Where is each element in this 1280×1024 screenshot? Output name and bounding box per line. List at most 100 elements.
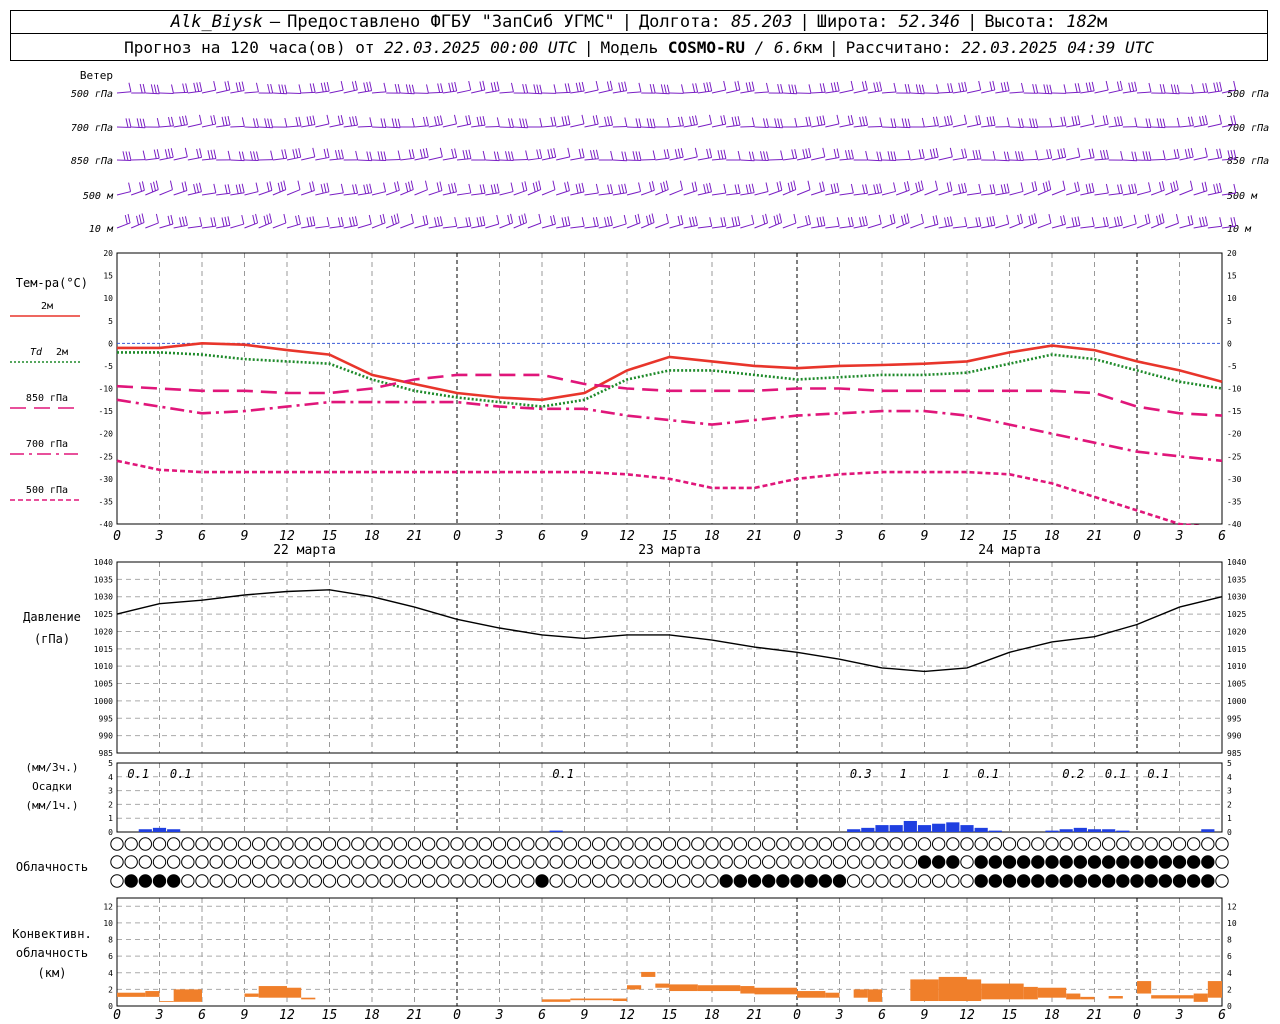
wind-barb-feather: [355, 150, 359, 161]
wind-barb-shaft: [357, 192, 372, 196]
wind-barb-feather: [1190, 147, 1194, 158]
wind-barb-feather: [1173, 149, 1177, 159]
wind-barb-shaft: [556, 156, 570, 161]
pressure-ytick-left: 1000: [94, 697, 113, 706]
wind-barb-feather: [1020, 213, 1024, 223]
cloud-symbol-row1: [336, 855, 351, 869]
precip-3h-label: 0.1: [127, 767, 149, 781]
wind-barb-feather: [780, 84, 784, 94]
precip-bar-2: [167, 829, 181, 832]
wind-barb-feather: [1159, 84, 1163, 94]
wind-barb-shaft: [811, 156, 825, 161]
wind-barb-feather: [536, 149, 540, 159]
cloud-symbol-row2: [747, 874, 762, 888]
temp-ytick-left: 20: [103, 249, 113, 258]
wind-barb-feather: [609, 80, 613, 91]
wind-barb-shaft: [612, 223, 627, 229]
calc-time: 22.03.2025 04:39 UTC: [961, 37, 1154, 57]
cloud-symbol-row2: [266, 874, 280, 888]
cloud-symbol-row2: [251, 874, 266, 888]
wind-barb-feather: [652, 118, 656, 128]
wind-barb-shaft: [811, 91, 826, 94]
wind-barb-shaft: [201, 192, 216, 196]
wind-barb-feather: [407, 181, 411, 191]
cloud-symbol-row0: [875, 837, 889, 851]
wind-barb-feather: [235, 82, 239, 92]
wind-barb-feather: [992, 150, 996, 161]
cloud-symbol-row1: [506, 855, 521, 869]
cloud-symbol-row1: [266, 855, 280, 869]
cloud-symbol-row0: [535, 837, 549, 851]
wind-barb-feather: [731, 217, 735, 227]
wind-barb-shaft: [1080, 90, 1095, 94]
wind-barb-feather: [227, 80, 231, 90]
cloud-symbol-row2: [1045, 874, 1059, 888]
wind-barb-feather: [934, 180, 938, 190]
cloud-symbol-row2: [804, 874, 818, 888]
wind-barb-feather: [1060, 148, 1064, 158]
cloud-symbol-row1: [903, 855, 918, 869]
wind-barb-feather: [354, 80, 358, 90]
wind-barb-feather: [861, 81, 865, 91]
cloud-symbol-row0: [464, 837, 478, 851]
wind-barb-feather: [377, 151, 381, 161]
wind-barb-shaft: [853, 192, 868, 196]
wind-level-label-right: 10 м: [1227, 224, 1252, 235]
cloud-symbol-row2: [1186, 874, 1201, 888]
wind-barb-shaft: [825, 90, 840, 94]
temp-xtick: 3: [155, 529, 164, 544]
wind-barb-shaft: [471, 124, 486, 128]
pressure-ytick-left: 1005: [94, 680, 113, 689]
wind-barb-feather: [224, 216, 228, 227]
wind-barb-feather: [380, 118, 384, 128]
wind-barb-shaft: [1108, 192, 1123, 196]
wind-barb-shaft: [740, 90, 755, 94]
wind-barb-feather: [748, 184, 752, 194]
wind-barb-feather: [170, 214, 174, 225]
wind-barb-shaft: [825, 123, 840, 128]
cloud-symbol-row2: [620, 874, 634, 888]
temp-legend-label: 700 гПа: [26, 439, 68, 450]
cloud-symbol-row0: [436, 837, 450, 851]
precip-ytick-left: 0: [108, 828, 113, 837]
wind-level-label-left: 10 м: [89, 224, 114, 235]
wind-barb-feather: [665, 180, 669, 190]
wind-barb-feather: [1020, 182, 1024, 192]
wind-barb-feather: [1015, 151, 1018, 161]
precip-ytick-right: 5: [1227, 759, 1232, 768]
wind-barb-feather: [1102, 115, 1106, 125]
cloud-symbol-row1: [846, 855, 861, 869]
wind-barb-feather: [283, 213, 287, 224]
cloud-symbol-row1: [195, 855, 209, 869]
wind-barb-feather: [610, 184, 614, 194]
wind-barb-feather: [791, 149, 795, 159]
wind-barb-feather: [638, 182, 642, 192]
precip-bar-13: [974, 827, 988, 832]
wind-barb-feather: [156, 117, 160, 128]
wind-barb-feather: [745, 184, 749, 194]
wind-barb-feather: [383, 118, 387, 128]
cloud-symbol-row1: [832, 855, 847, 869]
pressure-ytick-right: 985: [1227, 749, 1242, 758]
wind-barb-feather: [405, 84, 409, 94]
wind-barb-feather: [309, 182, 313, 192]
temp-legend-label: 2м: [41, 301, 53, 312]
convective-xtick: 12: [959, 1008, 975, 1023]
model-name: COSMO-RU: [667, 37, 745, 57]
wind-barb-feather: [340, 114, 344, 125]
wind-barb-feather: [167, 116, 171, 127]
wind-barb-feather: [822, 216, 826, 226]
wind-barb-feather: [662, 181, 666, 191]
cloud-symbol-row1: [421, 855, 436, 869]
temp-xtick: 9: [241, 529, 249, 544]
wind-barb-shaft: [853, 224, 868, 229]
wind-barb-shaft: [1207, 123, 1222, 128]
wind-barb-feather: [306, 217, 310, 227]
wind-barb-feather: [210, 149, 214, 160]
wind-barb-feather: [1049, 148, 1053, 159]
wind-barb-shaft: [626, 222, 641, 229]
cloud-symbol-row0: [549, 837, 563, 851]
wind-barb-feather: [439, 147, 443, 157]
cloud-symbol-row2: [308, 874, 323, 888]
wind-barb-shaft: [1009, 222, 1023, 229]
